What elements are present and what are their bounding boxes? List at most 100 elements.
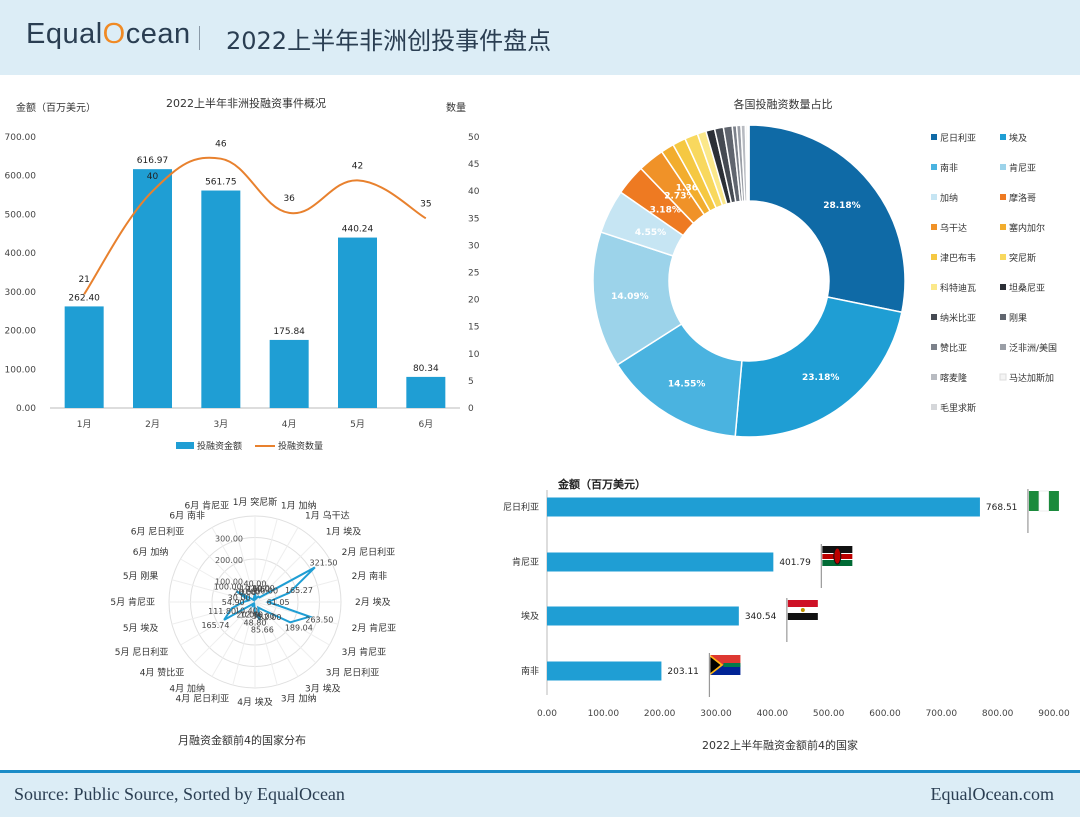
legend-swatch [931, 374, 937, 380]
bar-value-label: 203.11 [667, 667, 699, 677]
radar-value-label: 30.00 [252, 612, 275, 621]
radar-axis-label: 3月 尼日利亚 [326, 667, 380, 679]
flag-stripe [710, 665, 741, 675]
radar-value-label: 189.04 [285, 623, 313, 632]
legend-swatch [931, 224, 937, 230]
y2-tick-label: 45 [468, 160, 479, 170]
line-value-label: 42 [352, 161, 363, 171]
radar-value-label: 111.80 [208, 607, 236, 616]
radar-axis-label: 4月 赞比亚 [140, 667, 185, 679]
slice-value-label: 14.55% [668, 380, 706, 390]
slice-value-label: 2.73% [664, 191, 695, 201]
pie-slice [734, 296, 903, 438]
radar-value-label: 100.00 [214, 582, 242, 591]
radar-spoke [254, 540, 317, 603]
monthly-investment-chart: 2022上半年非洲投融资事件概况 金额（百万美元） 数量 0.00 100.00 200.… [5, 96, 480, 452]
radar-value-label: 321.50 [310, 558, 338, 567]
legend-label: 南非 [940, 162, 958, 174]
y2-tick-label: 20 [468, 296, 480, 306]
equalocean-logo: EqualOcean [26, 18, 191, 50]
kenya-flag-icon [820, 544, 853, 588]
pie-slice [748, 124, 906, 314]
legend-swatch [1000, 344, 1006, 350]
legend-label-amount: 投融资金额 [197, 440, 242, 452]
legend-swatch [1000, 164, 1006, 170]
footer-source: Source: Public Source, Sorted by EqualOc… [14, 784, 345, 804]
bar-value-label: 401.79 [779, 558, 811, 568]
x-tick-label: 300.00 [700, 709, 732, 719]
legend-label: 摩洛哥 [1009, 192, 1036, 204]
legend-swatch [931, 314, 937, 320]
legend-swatch [1000, 224, 1006, 230]
y-tick-label: 200.00 [5, 327, 37, 337]
page-title: 2022上半年非洲创投事件盘点 [226, 27, 552, 55]
radar-axis-label: 5月 肯尼亚 [110, 596, 155, 608]
legend-label: 埃及 [1009, 132, 1027, 144]
radar-axis-label: 2月 南非 [352, 570, 388, 582]
legend-swatch [1000, 284, 1006, 290]
monthly-top4-radar-chart: 100.00200.00300.0040.0015.6030.0030.0032… [110, 496, 396, 747]
legend-swatch [931, 404, 937, 410]
line-value-label: 21 [78, 275, 89, 285]
bar [406, 376, 446, 408]
y2-tick-label: 10 [468, 350, 480, 360]
y-tick-label: 埃及 [521, 610, 539, 622]
legend-label: 肯尼亚 [1009, 162, 1036, 174]
radar-value-label: 48.80 [244, 618, 267, 627]
flag-stripe [787, 600, 818, 607]
south-africa-flag-icon [708, 653, 741, 697]
radar-value-label: 15.60 [247, 585, 270, 594]
slice-value-label: 4.55% [635, 228, 666, 238]
pie-slice [746, 124, 750, 202]
radar-spoke [171, 601, 256, 625]
legend-swatch [931, 344, 937, 350]
top4-countries-bar-chart: 金额（百万美元） 0.00 100.00 200.00 300.00 400.00 500.… [503, 477, 1070, 752]
flag-stripe [1028, 491, 1039, 511]
x-tick-label: 4月 [282, 419, 297, 430]
y-tick-label: 肯尼亚 [512, 556, 539, 568]
flag-stripe [1048, 491, 1059, 511]
line-value-label: 35 [420, 199, 431, 209]
legend-swatch-amount [176, 442, 194, 449]
radar-series-line [223, 566, 316, 624]
flag-stripe [710, 655, 741, 665]
radar-value-label: 19.60 [240, 584, 263, 593]
bar-value-label: 561.75 [205, 178, 237, 188]
radar-axis-label: 4月 加纳 [169, 683, 205, 695]
bar [547, 552, 774, 572]
radar-value-label: 10.40 [235, 607, 258, 616]
radar-spoke [211, 601, 256, 677]
radar-axis-label: 6月 肯尼亚 [185, 499, 230, 511]
legend-swatch [1000, 134, 1006, 140]
bar [547, 606, 739, 626]
radar-axis-label: 1月 乌干达 [305, 509, 350, 521]
x-tick-label: 3月 [213, 419, 228, 430]
radar-ring-label: 200.00 [215, 556, 243, 565]
x-tick-label: 100.00 [588, 709, 620, 719]
legend-label: 乌干达 [940, 222, 967, 234]
legend-label: 科特迪瓦 [940, 282, 976, 294]
footer-site-link[interactable]: EqualOcean.com [930, 784, 1054, 804]
radar-spoke [232, 518, 256, 603]
bar [133, 169, 172, 408]
y2-tick-label: 15 [468, 323, 479, 333]
radar-spoke [254, 579, 339, 603]
country-share-donut-chart: 各国投融资数量占比 28.18% 23.18% 14.55% 14.09% 4.55% 3.… [592, 97, 1057, 438]
bar [201, 190, 241, 408]
radar-axis-label: 1月 突尼斯 [233, 496, 278, 508]
chart-title: 2022上半年融资金额前4的国家 [702, 738, 858, 752]
radar-spoke [254, 527, 299, 603]
legend-label: 喀麦隆 [940, 372, 967, 384]
bar-value-label: 175.84 [273, 327, 305, 337]
y-tick-label: 500.00 [5, 210, 37, 220]
legend-label: 坦桑尼亚 [1009, 283, 1045, 294]
legend-swatch [931, 284, 937, 290]
footer-bar: Source: Public Source, Sorted by EqualOc… [0, 773, 1080, 817]
legend-label: 突尼斯 [1009, 252, 1036, 264]
flag-band [723, 663, 741, 667]
footer-divider [0, 770, 1080, 773]
radar-axis-label: 6月 南非 [169, 509, 205, 521]
radar-axis-label: 3月 加纳 [281, 693, 317, 705]
radar-axis-label: 5月 刚果 [123, 571, 159, 582]
flag-triangle-inner [710, 657, 721, 673]
